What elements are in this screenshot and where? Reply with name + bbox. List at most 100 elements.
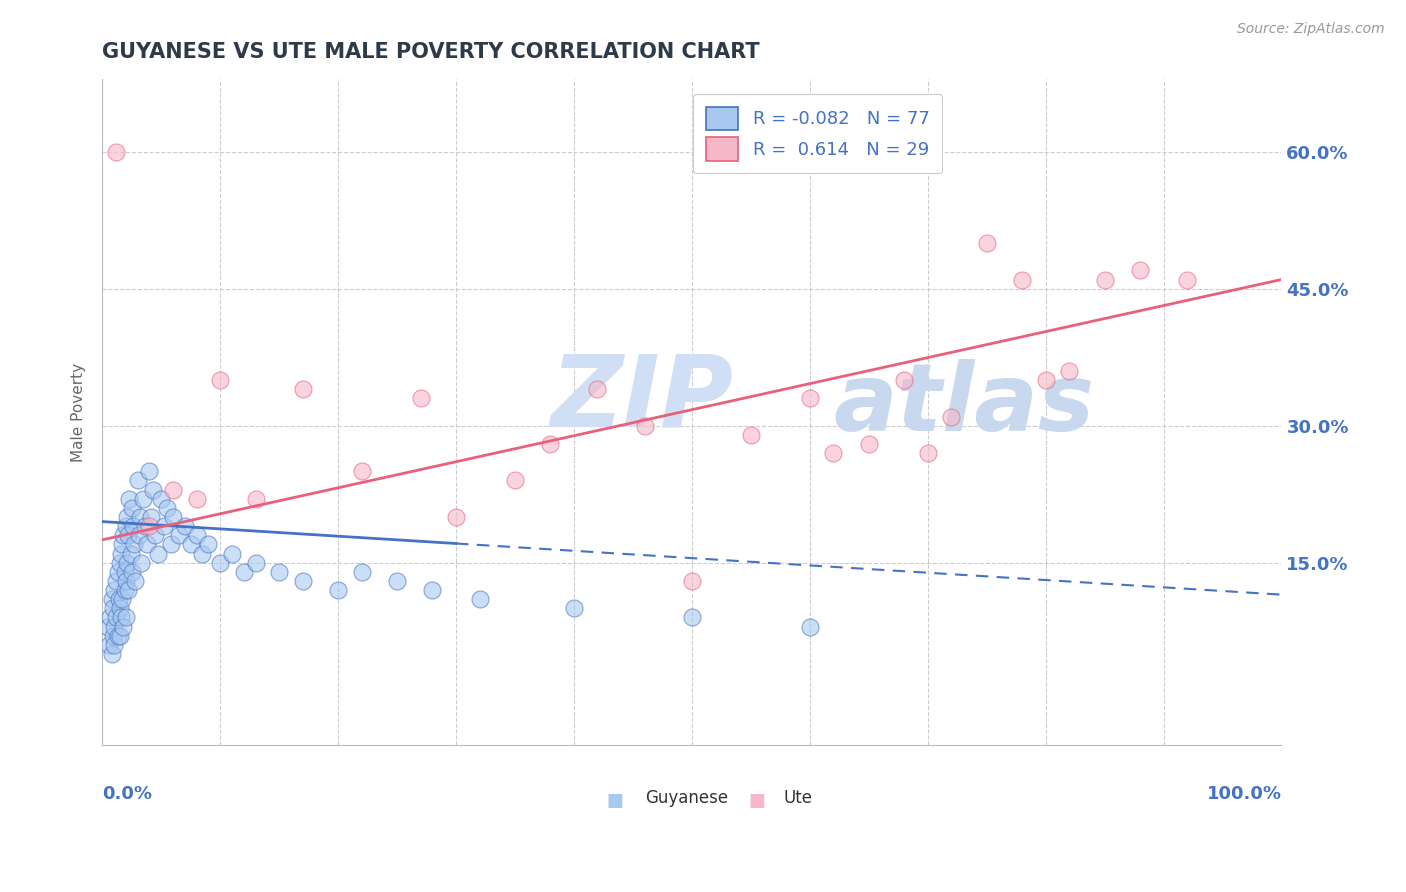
Text: Source: ZipAtlas.com: Source: ZipAtlas.com: [1237, 22, 1385, 37]
Point: [101, 601, 124, 615]
Point: [197, 537, 219, 551]
Text: atlas: atlas: [834, 359, 1095, 451]
Point: [209, 556, 232, 570]
Point: [136, 537, 159, 551]
Point: [941, 409, 963, 424]
Point: [112, 619, 135, 633]
Point: [111, 592, 134, 607]
Point: [115, 510, 138, 524]
Point: [350, 464, 373, 478]
Point: [858, 437, 880, 451]
Point: [142, 483, 165, 497]
Point: [118, 491, 141, 506]
Point: [117, 583, 139, 598]
Point: [681, 574, 703, 588]
Point: [124, 574, 146, 588]
Point: [100, 647, 122, 661]
Point: [1175, 272, 1198, 286]
Point: [152, 519, 174, 533]
Point: [139, 510, 162, 524]
Point: [114, 583, 136, 598]
Point: [114, 565, 136, 579]
Point: [221, 547, 243, 561]
Point: [1011, 272, 1033, 286]
Point: [115, 556, 138, 570]
Point: [1035, 373, 1057, 387]
Point: [107, 565, 129, 579]
Point: [107, 592, 129, 607]
Point: [468, 592, 491, 607]
Point: [186, 528, 208, 542]
Point: [150, 491, 173, 506]
Point: [350, 565, 373, 579]
Point: [245, 491, 267, 506]
Legend: R = -0.082   N = 77, R =  0.614   N = 29: R = -0.082 N = 77, R = 0.614 N = 29: [693, 95, 942, 173]
Point: [159, 537, 181, 551]
Point: [103, 638, 125, 652]
Point: [634, 418, 657, 433]
Text: Guyanese: Guyanese: [645, 789, 728, 806]
Point: [105, 574, 128, 588]
Point: [138, 464, 160, 478]
Text: ▪: ▪: [748, 785, 766, 814]
Point: [232, 565, 254, 579]
Point: [122, 519, 145, 533]
Point: [893, 373, 915, 387]
Point: [127, 474, 149, 488]
Point: [823, 446, 845, 460]
Point: [103, 619, 125, 633]
Point: [976, 235, 998, 250]
Point: [173, 519, 195, 533]
Point: [107, 629, 129, 643]
Point: [129, 556, 152, 570]
Point: [101, 629, 124, 643]
Point: [114, 574, 136, 588]
Text: 100.0%: 100.0%: [1206, 785, 1281, 804]
Text: ▪: ▪: [606, 785, 624, 814]
Point: [146, 547, 169, 561]
Point: [167, 528, 190, 542]
Point: [100, 592, 122, 607]
Point: [108, 629, 131, 643]
Point: [1129, 263, 1152, 277]
Point: [97, 619, 120, 633]
Point: [112, 528, 135, 542]
Point: [444, 510, 467, 524]
Point: [917, 446, 939, 460]
Point: [122, 537, 145, 551]
Point: [681, 610, 703, 624]
Point: [128, 528, 150, 542]
Point: [108, 601, 131, 615]
Point: [129, 510, 152, 524]
Point: [740, 427, 762, 442]
Point: [121, 565, 143, 579]
Point: [180, 537, 202, 551]
Point: [162, 510, 184, 524]
Point: [245, 556, 267, 570]
Point: [105, 610, 128, 624]
Point: [156, 500, 179, 515]
Point: [269, 565, 291, 579]
Point: [586, 382, 609, 396]
Point: [409, 391, 432, 405]
Text: GUYANESE VS UTE MALE POVERTY CORRELATION CHART: GUYANESE VS UTE MALE POVERTY CORRELATION…: [103, 42, 759, 62]
Point: [422, 583, 444, 598]
Point: [132, 491, 155, 506]
Point: [114, 610, 136, 624]
Point: [138, 519, 160, 533]
Text: 0.0%: 0.0%: [103, 785, 152, 804]
Point: [110, 610, 132, 624]
Point: [385, 574, 408, 588]
Point: [191, 547, 214, 561]
Point: [120, 547, 142, 561]
Point: [291, 382, 314, 396]
Point: [134, 519, 156, 533]
Point: [503, 474, 526, 488]
Point: [98, 638, 121, 652]
Point: [538, 437, 561, 451]
Point: [326, 583, 349, 598]
Point: [103, 583, 125, 598]
Text: Ute: Ute: [783, 789, 813, 806]
Point: [110, 547, 132, 561]
Point: [562, 601, 585, 615]
